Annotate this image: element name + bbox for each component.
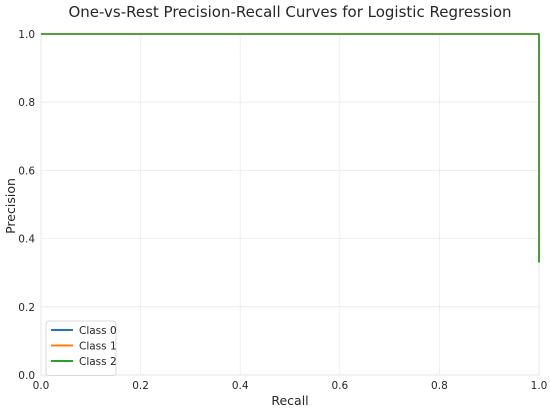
y-tick-label: 1.0 [18, 29, 35, 41]
x-tick-label: 0.8 [431, 380, 448, 392]
y-tick-label: 0.0 [18, 370, 35, 382]
y-tick-label: 0.8 [18, 97, 35, 109]
chart-title: One-vs-Rest Precision-Recall Curves for … [68, 3, 511, 21]
legend-label: Class 1 [79, 341, 117, 353]
x-tick-label: 1.0 [531, 380, 548, 392]
y-tick-label: 0.2 [18, 302, 35, 314]
grid-lines [40, 33, 540, 376]
legend-label: Class 2 [79, 356, 117, 368]
x-tick-label: 0.6 [331, 380, 348, 392]
legend: Class 0 Class 1 Class 2 [45, 320, 117, 376]
y-axis-label: Precision [3, 178, 18, 234]
plot-area [40, 33, 540, 376]
y-tick-label: 0.4 [18, 234, 35, 246]
series-line-class-2 [41, 33, 540, 263]
y-tick-label: 0.6 [18, 165, 35, 177]
x-tick-label: 0.4 [232, 380, 249, 392]
legend-label: Class 0 [79, 325, 117, 337]
series-layer [41, 33, 540, 263]
x-tick-label: 0.0 [33, 380, 50, 392]
x-tick-label: 0.2 [132, 380, 149, 392]
x-axis-label: Recall [271, 393, 308, 408]
tick-labels: 0.0 0.2 0.4 0.6 0.8 1.0 0.0 0.2 0.4 0.6 0.8 1.0 [18, 29, 547, 392]
